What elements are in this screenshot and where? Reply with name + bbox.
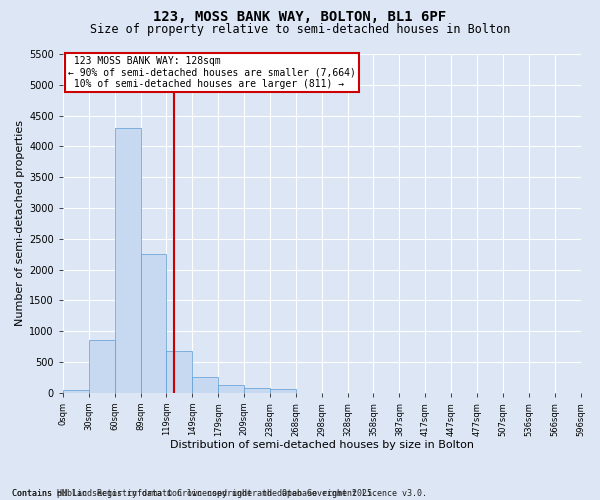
Bar <box>193 378 218 393</box>
X-axis label: Distribution of semi-detached houses by size in Bolton: Distribution of semi-detached houses by … <box>170 440 474 450</box>
Y-axis label: Number of semi-detached properties: Number of semi-detached properties <box>15 120 25 326</box>
Bar <box>218 386 244 393</box>
Text: 123, MOSS BANK WAY, BOLTON, BL1 6PF: 123, MOSS BANK WAY, BOLTON, BL1 6PF <box>154 10 446 24</box>
Text: Contains public sector information licensed under the Open Government Licence v3: Contains public sector information licen… <box>12 478 427 498</box>
Bar <box>140 254 166 393</box>
Text: Size of property relative to semi-detached houses in Bolton: Size of property relative to semi-detach… <box>90 22 510 36</box>
Bar <box>166 351 193 393</box>
Bar <box>63 390 89 393</box>
Bar <box>270 389 296 393</box>
Text: Contains HM Land Registry data © Crown copyright and database right 2025.: Contains HM Land Registry data © Crown c… <box>12 488 377 498</box>
Bar <box>115 128 140 393</box>
Bar <box>89 340 115 393</box>
Bar <box>244 388 270 393</box>
Text: 123 MOSS BANK WAY: 128sqm
← 90% of semi-detached houses are smaller (7,664)
 10%: 123 MOSS BANK WAY: 128sqm ← 90% of semi-… <box>68 56 356 89</box>
